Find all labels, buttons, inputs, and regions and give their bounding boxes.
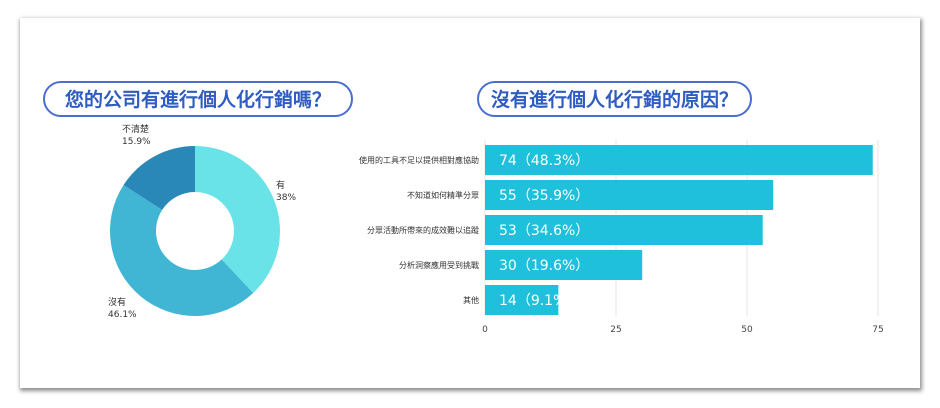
x-tick-label: 50 bbox=[741, 325, 753, 335]
category-label: 分眾活動所帶來的成效難以追蹤 bbox=[367, 225, 479, 235]
x-tick-label: 25 bbox=[610, 325, 621, 335]
slice-label: 不清楚 bbox=[122, 123, 149, 135]
x-tick-label: 0 bbox=[482, 325, 488, 335]
slice-value-label: 38% bbox=[276, 193, 296, 203]
bar-data-label: 30（19.6%） bbox=[499, 258, 589, 274]
donut-slice bbox=[123, 146, 195, 210]
category-label: 不知道如何精準分眾 bbox=[407, 190, 479, 200]
slice-label: 有 bbox=[276, 179, 285, 191]
bar bbox=[485, 250, 643, 280]
slice-value-label: 46.1% bbox=[108, 310, 137, 320]
bar-data-label: 14（9.1%） bbox=[499, 293, 580, 309]
bar-chart: 74（48.3%） 55（35.9%） 53（34.6%） 30（19.6%） 14（9… bbox=[359, 140, 884, 335]
donut-chart: 有 38% 沒有 46.1% 不清楚 15.9% bbox=[108, 123, 296, 320]
pie-chart-title: 您的公司有進行個人化行銷嗎？ bbox=[43, 81, 353, 117]
category-label: 分析洞察應用受到挑戰 bbox=[399, 260, 479, 270]
bar-data-label: 53（34.6%） bbox=[499, 223, 589, 239]
report-card: 您的公司有進行個人化行銷嗎？ 沒有進行個人化行銷的原因？ 有 38% 沒有 46.1%… bbox=[20, 18, 920, 388]
category-label: 其他 bbox=[463, 295, 479, 305]
category-label: 使用的工具不足以提供相對應協助 bbox=[359, 155, 479, 165]
bar-data-label: 55（35.9%） bbox=[499, 188, 589, 204]
donut-slice bbox=[195, 146, 281, 293]
bar bbox=[485, 180, 774, 210]
bar-chart-title: 沒有進行個人化行銷的原因？ bbox=[477, 81, 752, 117]
bar-data-label: 74（48.3%） bbox=[499, 153, 589, 169]
slice-label: 沒有 bbox=[108, 296, 126, 308]
donut-slice bbox=[109, 185, 254, 317]
bar bbox=[485, 285, 559, 315]
bar bbox=[485, 145, 873, 175]
slice-value-label: 15.9% bbox=[122, 137, 151, 147]
x-tick-label: 75 bbox=[872, 325, 883, 335]
bar bbox=[485, 215, 763, 245]
